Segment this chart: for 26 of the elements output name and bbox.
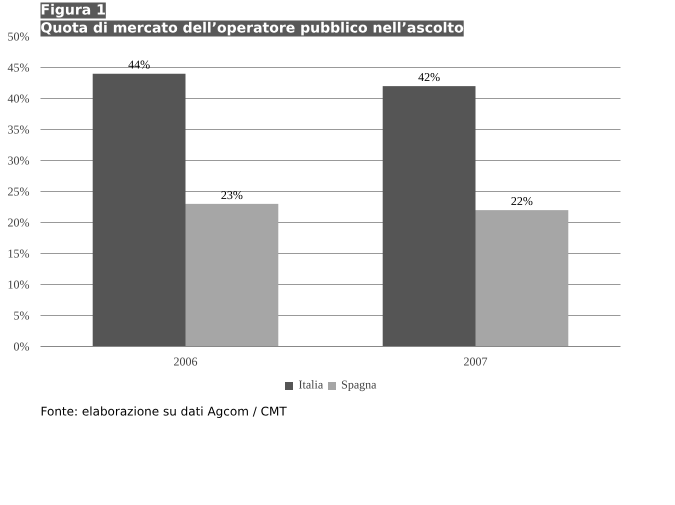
y-tick-label: 0% [14,340,30,354]
y-tick-label: 45% [8,60,30,74]
y-tick-label: 15% [8,246,30,260]
y-tick-label: 30% [8,154,30,168]
bar [382,86,476,346]
x-tick-label: 2007 [464,354,488,368]
y-tick-label: 40% [8,92,30,106]
data-label: 23% [220,188,243,202]
y-tick-label: 50% [8,30,30,44]
chart-subtitle: Quota di mercato dell’operatore pubblico nell’ascolto [40,20,464,36]
bar [476,210,568,346]
y-tick-label: 10% [8,278,30,292]
y-tick-label: 25% [8,184,30,198]
legend-label: Spagna [341,378,376,392]
y-tick-label: 5% [14,308,30,322]
y-tick-label: 20% [8,216,30,230]
y-tick-label: 35% [8,122,30,136]
data-label: 22% [510,194,533,208]
chart-title: Figura 1 [40,2,106,18]
data-label: 42% [418,70,440,84]
bar [92,74,186,346]
x-tick-label: 2006 [174,354,198,368]
bar [186,204,278,346]
source-note: Fonte: elaborazione su dati Agcom / CMT [40,404,288,418]
legend-label: Italia [298,378,324,392]
data-label: 44% [128,58,150,72]
